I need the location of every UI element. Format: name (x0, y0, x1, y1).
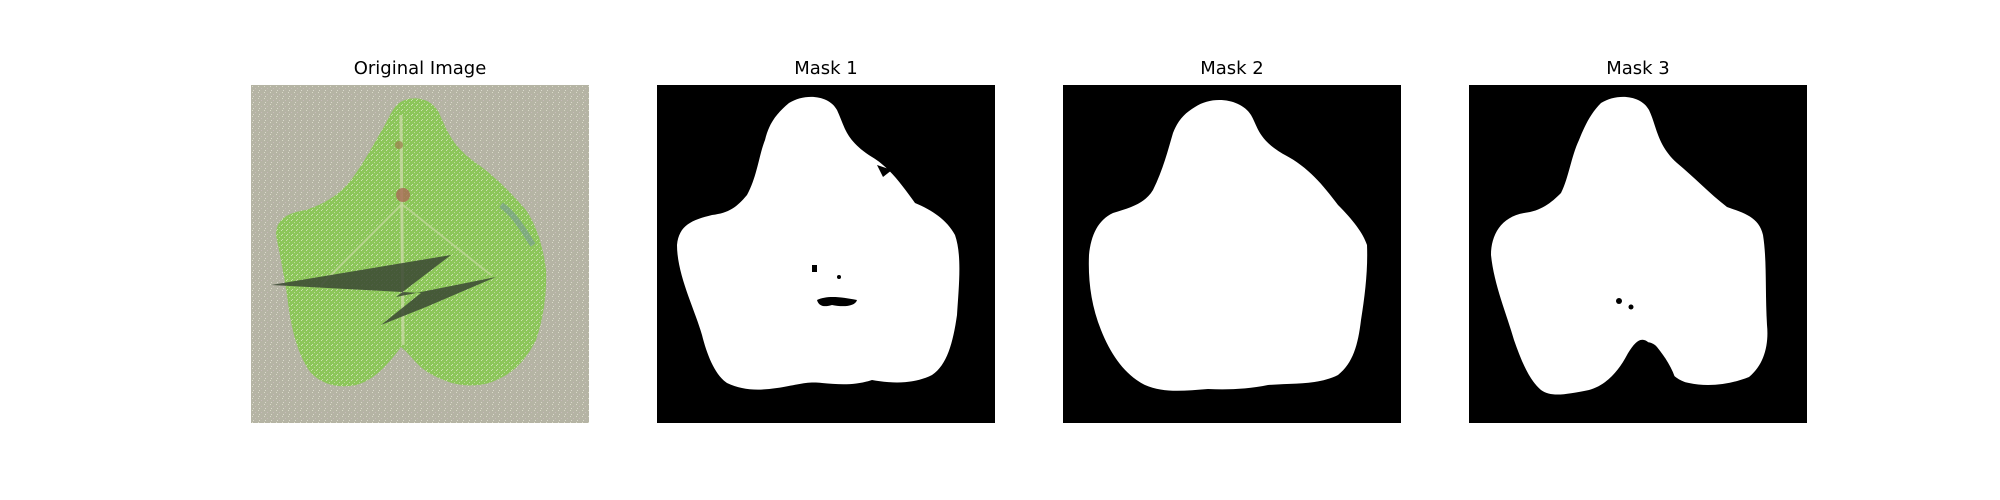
mask-1-image (657, 85, 995, 423)
panel-title-mask-3: Mask 3 (1606, 58, 1670, 79)
shadow-artifact (271, 255, 496, 325)
leaf-photo-graphic (251, 85, 589, 423)
mask-2-leaf (1088, 100, 1368, 391)
mask-2-image (1063, 85, 1401, 423)
panel-title-mask-2: Mask 2 (1200, 58, 1264, 79)
panel-title-mask-1: Mask 1 (794, 58, 858, 79)
mask-1-graphic (657, 85, 995, 423)
mask-3-graphic (1469, 85, 1807, 423)
original-leaf-photo (251, 85, 589, 423)
mask-3-image (1469, 85, 1807, 423)
mask-2-graphic (1063, 85, 1401, 423)
mask-1-leaf (677, 96, 960, 390)
panel-title-original: Original Image (353, 58, 487, 79)
mask-3-leaf (1491, 96, 1768, 395)
